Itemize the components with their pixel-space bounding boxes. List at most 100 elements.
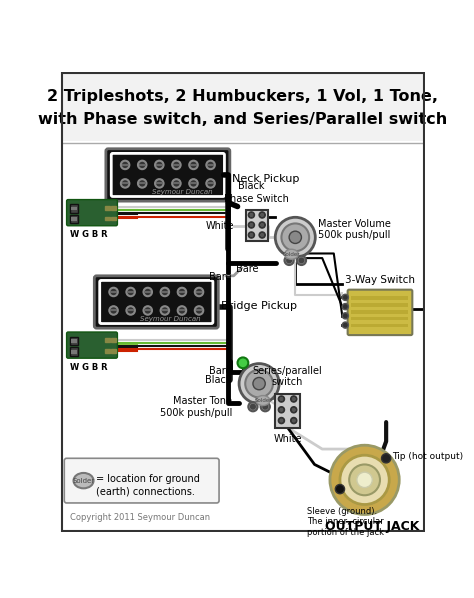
Bar [105,338,109,342]
Circle shape [178,306,186,315]
Circle shape [251,404,255,409]
Bar [71,206,77,210]
FancyBboxPatch shape [100,280,213,324]
Circle shape [127,288,135,296]
Bar [111,349,116,353]
Text: Master Volume
500k push/pull: Master Volume 500k push/pull [319,219,391,240]
Circle shape [261,224,264,227]
Bar [352,310,409,313]
Text: Solder: Solder [283,252,300,257]
Bar [111,338,116,342]
Circle shape [189,179,198,188]
Circle shape [291,407,297,413]
Circle shape [261,213,264,216]
Circle shape [109,306,118,315]
Circle shape [275,217,315,257]
Text: 2 Tripleshots, 2 Humbuckers, 1 Vol, 1 Tone,: 2 Tripleshots, 2 Humbuckers, 1 Vol, 1 To… [47,89,438,104]
Text: with Phase switch, and Series/Parallel switch: with Phase switch, and Series/Parallel s… [38,112,447,127]
Circle shape [278,396,284,402]
Bar [111,206,116,209]
Bar [71,337,78,345]
Text: Phase Switch: Phase Switch [224,194,289,204]
Text: Solder: Solder [254,398,272,403]
Circle shape [144,288,152,296]
Circle shape [121,161,129,169]
Text: = location for ground
(earth) connections.: = location for ground (earth) connection… [96,474,200,496]
Circle shape [248,222,255,228]
Circle shape [292,408,295,411]
Circle shape [280,398,283,401]
Circle shape [278,417,284,423]
Circle shape [206,161,215,169]
Ellipse shape [284,249,298,260]
Circle shape [250,233,253,237]
Bar [352,303,409,307]
Circle shape [259,232,265,238]
Text: OUTPUT JACK: OUTPUT JACK [325,520,419,533]
Bar [105,216,109,221]
Text: Black: Black [205,375,231,385]
Circle shape [330,445,399,514]
Circle shape [138,179,146,188]
Circle shape [297,256,306,265]
Circle shape [178,288,186,296]
Text: Sleeve (ground).
The inner, circular
portion of the jack: Sleeve (ground). The inner, circular por… [307,507,384,536]
Text: W G B R: W G B R [70,230,107,239]
FancyBboxPatch shape [106,149,230,201]
Bar [71,217,77,221]
Text: Tip (hot output): Tip (hot output) [392,452,464,461]
Circle shape [342,322,348,328]
FancyBboxPatch shape [347,289,412,335]
Circle shape [127,306,135,315]
Circle shape [382,454,391,463]
Circle shape [248,402,257,411]
Circle shape [248,232,255,238]
Circle shape [340,455,389,505]
Ellipse shape [73,473,93,489]
Bar [246,210,267,241]
Text: Series/parallel
switch: Series/parallel switch [253,366,322,388]
Circle shape [292,419,295,422]
Circle shape [206,179,215,188]
Circle shape [291,396,297,402]
Bar [62,74,424,141]
Text: Bare: Bare [236,264,258,274]
Bar [71,215,78,224]
Circle shape [342,304,348,310]
Circle shape [261,233,264,237]
Text: W G B R: W G B R [70,363,107,372]
Circle shape [237,358,248,368]
Text: Copyright 2011 Seymour Duncan: Copyright 2011 Seymour Duncan [70,513,210,522]
Circle shape [278,407,284,413]
Circle shape [144,306,152,315]
Circle shape [250,224,253,227]
Circle shape [138,161,146,169]
Circle shape [287,258,292,263]
Circle shape [172,179,181,188]
Circle shape [172,161,181,169]
Text: White: White [273,434,302,444]
FancyBboxPatch shape [94,276,219,328]
Ellipse shape [256,395,270,405]
Bar [71,204,78,213]
Circle shape [280,408,283,411]
Circle shape [253,377,265,390]
Text: Solder: Solder [73,478,95,484]
Circle shape [292,398,295,401]
Circle shape [263,404,267,409]
Circle shape [155,161,164,169]
Circle shape [250,213,253,216]
Circle shape [259,212,265,218]
Circle shape [195,288,203,296]
Bar [71,339,77,343]
Circle shape [284,256,294,265]
Circle shape [349,465,380,495]
Circle shape [248,212,255,218]
Circle shape [335,484,345,494]
Circle shape [342,294,348,300]
Circle shape [239,364,279,404]
Circle shape [121,179,129,188]
Circle shape [259,222,265,228]
Text: Bare: Bare [209,272,231,282]
Bar [352,316,409,321]
